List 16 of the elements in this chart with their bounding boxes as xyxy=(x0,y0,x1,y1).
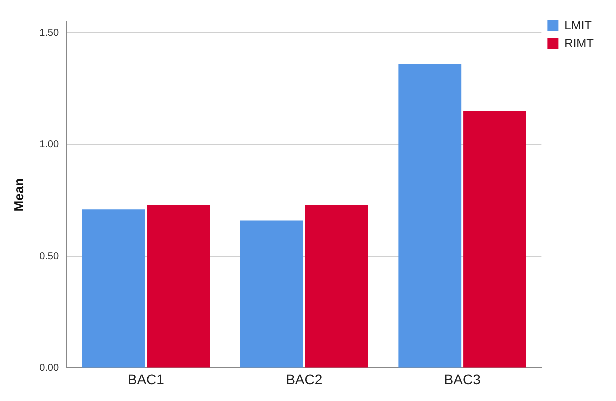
y-tick-label: 1.00 xyxy=(40,140,60,151)
y-tick-label: 1.50 xyxy=(40,28,60,39)
bar xyxy=(464,111,526,368)
legend-label: LMIT xyxy=(564,18,593,32)
bar xyxy=(82,210,146,368)
x-tick-label: BAC3 xyxy=(444,371,482,388)
y-tick-label: 0.50 xyxy=(40,251,60,262)
bar xyxy=(147,205,210,368)
x-tick-label: BAC1 xyxy=(128,371,165,388)
y-axis-title: Mean xyxy=(11,178,26,212)
bar xyxy=(398,64,462,368)
y-tick-label: 0.00 xyxy=(40,362,60,374)
legend-label: RIMT xyxy=(564,36,595,50)
bar xyxy=(240,220,304,368)
bar xyxy=(305,205,368,368)
x-tick-label: BAC2 xyxy=(286,371,323,388)
